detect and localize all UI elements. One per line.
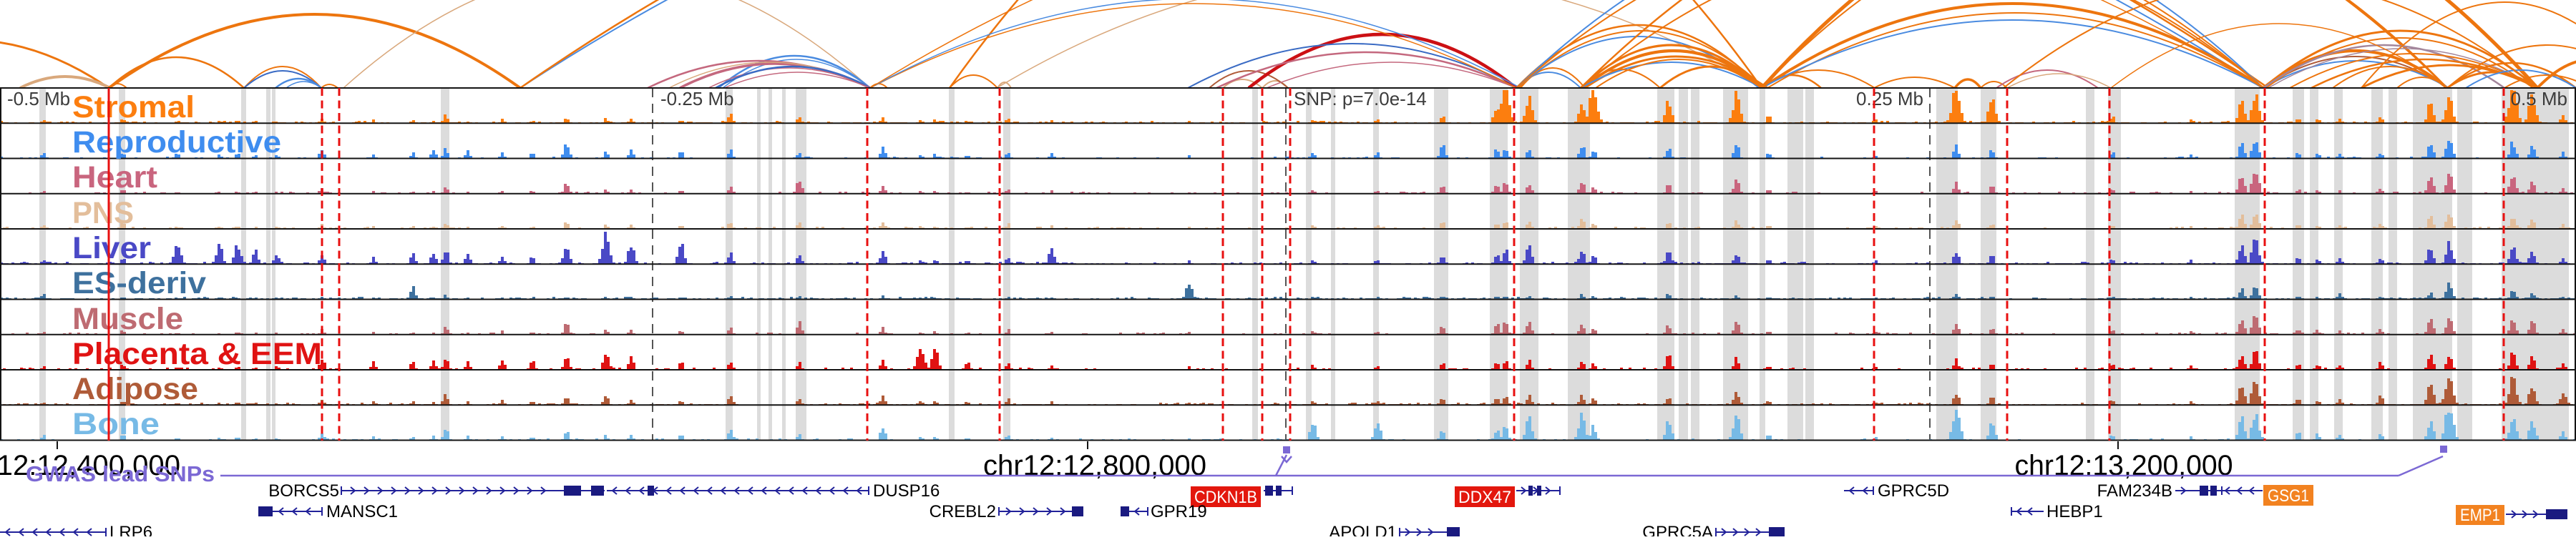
svg-text:0.5 Mb: 0.5 Mb: [2511, 88, 2568, 109]
svg-text:-0.5 Mb: -0.5 Mb: [7, 88, 70, 109]
svg-text:GSG1: GSG1: [2268, 486, 2309, 506]
svg-text:GPR19: GPR19: [1151, 502, 1207, 521]
svg-text:GWAS lead SNPs: GWAS lead SNPs: [26, 461, 215, 486]
svg-text:Bone: Bone: [72, 407, 160, 441]
svg-text:LRP6: LRP6: [109, 523, 152, 536]
svg-text:Heart: Heart: [72, 160, 157, 195]
svg-text:ES-deriv: ES-deriv: [72, 266, 206, 300]
svg-text:Placenta & EEM: Placenta & EEM: [72, 337, 322, 371]
svg-text:APOLD1: APOLD1: [1329, 523, 1397, 536]
svg-text:chr12:13,200,000: chr12:13,200,000: [2015, 450, 2233, 481]
svg-text:Liver: Liver: [72, 231, 151, 265]
svg-text:Stromal: Stromal: [72, 90, 195, 124]
svg-text:Adipose: Adipose: [72, 372, 198, 406]
svg-text:DDX47: DDX47: [1458, 488, 1511, 507]
svg-text:DUSP16: DUSP16: [873, 481, 940, 501]
svg-text:CDKN1B: CDKN1B: [1194, 488, 1257, 507]
svg-text:-0.25 Mb: -0.25 Mb: [660, 88, 734, 109]
svg-text:FAM234B: FAM234B: [2097, 481, 2172, 501]
svg-text:EMP1: EMP1: [2460, 506, 2500, 525]
svg-text:SNP: p=7.0e-14: SNP: p=7.0e-14: [1294, 88, 1427, 109]
svg-text:0.25 Mb: 0.25 Mb: [1856, 88, 1923, 109]
svg-text:GPRC5A: GPRC5A: [1642, 523, 1713, 536]
svg-text:GPRC5D: GPRC5D: [1878, 481, 1949, 501]
svg-text:CREBL2: CREBL2: [930, 502, 996, 521]
svg-text:chr12:12,800,000: chr12:12,800,000: [983, 450, 1206, 481]
svg-text:HEBP1: HEBP1: [2046, 502, 2103, 521]
svg-text:chr12:12,400,000: chr12:12,400,000: [0, 450, 180, 481]
svg-text:PNS: PNS: [72, 196, 134, 230]
svg-text:BORCS5: BORCS5: [268, 481, 339, 501]
svg-text:Reproductive: Reproductive: [72, 125, 281, 159]
svg-text:Muscle: Muscle: [72, 302, 183, 336]
svg-text:MANSC1: MANSC1: [326, 502, 398, 521]
